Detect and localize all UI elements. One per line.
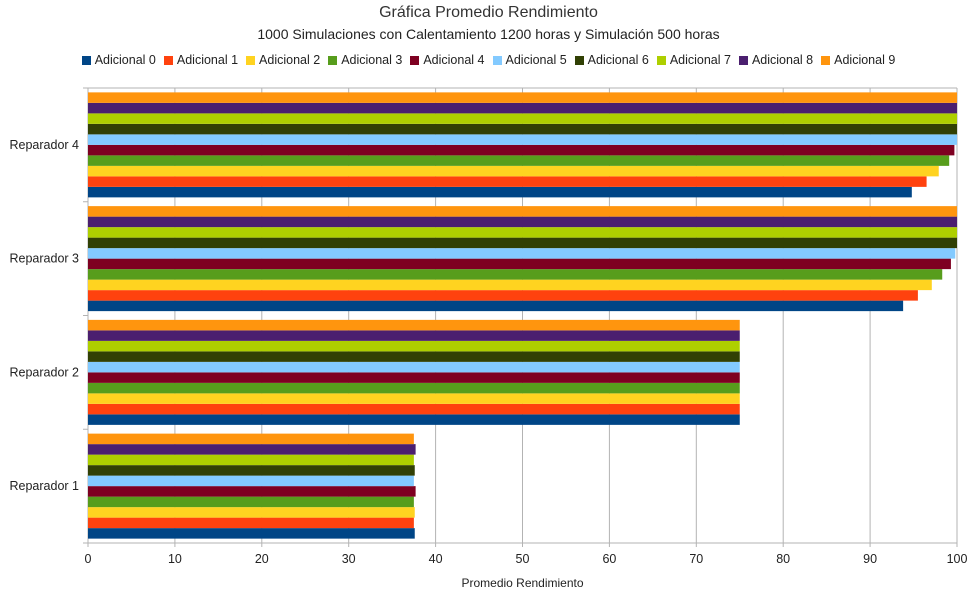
legend-swatch xyxy=(81,55,91,65)
legend-label: Adicional 1 xyxy=(176,53,239,67)
bar xyxy=(88,454,414,466)
legend-label: Adicional 5 xyxy=(505,53,567,67)
legend-swatch xyxy=(656,55,666,65)
bar xyxy=(88,465,415,476)
bar xyxy=(88,330,740,341)
x-tick-label: 80 xyxy=(776,552,790,566)
legend-label: Adicional 2 xyxy=(259,53,321,67)
bar xyxy=(88,393,740,404)
x-tick-label: 10 xyxy=(168,552,182,566)
legend-item: Adicional 7 xyxy=(656,53,731,67)
legend: Adicional 0 Adicional 1 Adicional 2 Adicion… xyxy=(0,53,977,67)
y-category-label: Reparador 4 xyxy=(10,138,80,152)
bar xyxy=(88,227,957,238)
legend-item: Adicional 8 xyxy=(738,53,814,67)
bar xyxy=(88,237,957,249)
bar xyxy=(88,123,957,135)
chart-subtitle: 1000 Simulaciones con Calentamiento 1200… xyxy=(257,26,720,42)
legend-item: Adicional 5 xyxy=(492,53,567,67)
bar xyxy=(88,165,939,177)
bar xyxy=(88,134,957,145)
y-category-label: Reparador 2 xyxy=(10,365,80,379)
bar xyxy=(88,186,912,198)
bar xyxy=(88,340,740,352)
bar xyxy=(88,475,414,487)
bar xyxy=(88,319,740,331)
bar xyxy=(88,176,927,187)
legend-item: Adicional 0 xyxy=(81,53,156,67)
bar xyxy=(88,155,950,166)
legend-item: Adicional 3 xyxy=(328,53,402,67)
x-tick-label: 0 xyxy=(85,552,92,566)
legend-label: Adicional 0 xyxy=(94,53,156,67)
legend-label: Adicional 8 xyxy=(751,53,814,67)
bar xyxy=(88,351,740,362)
bar xyxy=(88,258,951,270)
legend-swatch xyxy=(410,55,420,65)
legend-swatch xyxy=(328,55,338,65)
bar xyxy=(88,144,955,156)
bar xyxy=(88,279,932,291)
x-tick-label: 100 xyxy=(947,552,968,566)
legend-swatch xyxy=(738,55,748,65)
bar xyxy=(88,113,957,124)
bar xyxy=(88,528,415,539)
bar xyxy=(88,248,956,259)
bar xyxy=(88,496,414,508)
x-tick-label: 90 xyxy=(863,552,877,566)
x-tick-label: 70 xyxy=(689,552,703,566)
x-axis-label: Promedio Rendimiento xyxy=(461,576,584,590)
bar xyxy=(88,216,957,228)
legend-swatch xyxy=(821,55,831,65)
x-tick-label: 50 xyxy=(516,552,530,566)
legend-item: Adicional 6 xyxy=(574,53,649,67)
y-category-label: Reparador 3 xyxy=(10,252,80,266)
legend-label: Adicional 3 xyxy=(341,53,403,67)
bar xyxy=(88,414,740,425)
legend-label: Adicional 7 xyxy=(669,53,731,67)
bar xyxy=(88,206,957,217)
bar xyxy=(88,372,740,383)
legend-label: Adicional 4 xyxy=(423,53,485,67)
legend-swatch xyxy=(574,55,584,65)
bar xyxy=(88,102,957,114)
bar xyxy=(88,517,414,529)
legend-swatch xyxy=(163,55,173,65)
bar xyxy=(88,269,943,280)
bar xyxy=(88,403,740,415)
bar xyxy=(88,361,740,373)
legend-item: Adicional 9 xyxy=(821,53,895,67)
bar xyxy=(88,382,740,394)
legend-swatch xyxy=(246,55,256,65)
x-tick-label: 30 xyxy=(342,552,356,566)
legend-swatch xyxy=(492,55,502,65)
bar xyxy=(88,433,414,445)
legend-item: Adicional 1 xyxy=(163,53,239,67)
chart-title: Gráfica Promedio Rendimiento xyxy=(379,4,598,21)
legend-label: Adicional 6 xyxy=(587,53,649,67)
legend-item: Adicional 4 xyxy=(410,53,485,67)
bar xyxy=(88,507,415,518)
bar xyxy=(88,444,416,455)
bar xyxy=(88,290,918,301)
y-category-label: Reparador 1 xyxy=(10,479,80,493)
legend-label: Adicional 9 xyxy=(834,53,896,67)
bar xyxy=(88,92,957,103)
bar xyxy=(88,486,416,497)
x-tick-label: 40 xyxy=(429,552,443,566)
legend-item: Adicional 2 xyxy=(246,53,320,67)
x-tick-label: 20 xyxy=(255,552,269,566)
x-tick-label: 60 xyxy=(602,552,616,566)
bar xyxy=(88,300,904,312)
